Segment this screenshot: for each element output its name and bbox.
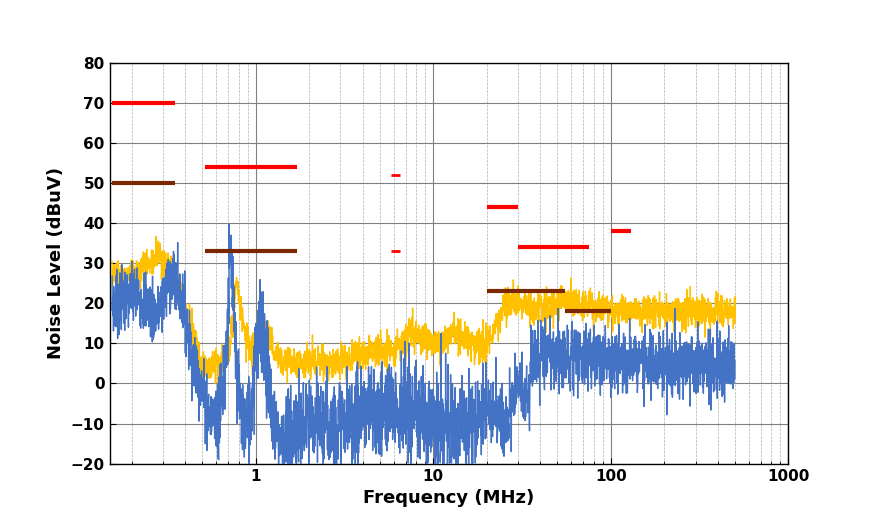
Y-axis label: Noise Level (dBuV): Noise Level (dBuV): [47, 167, 65, 359]
X-axis label: Frequency (MHz): Frequency (MHz): [364, 489, 534, 507]
